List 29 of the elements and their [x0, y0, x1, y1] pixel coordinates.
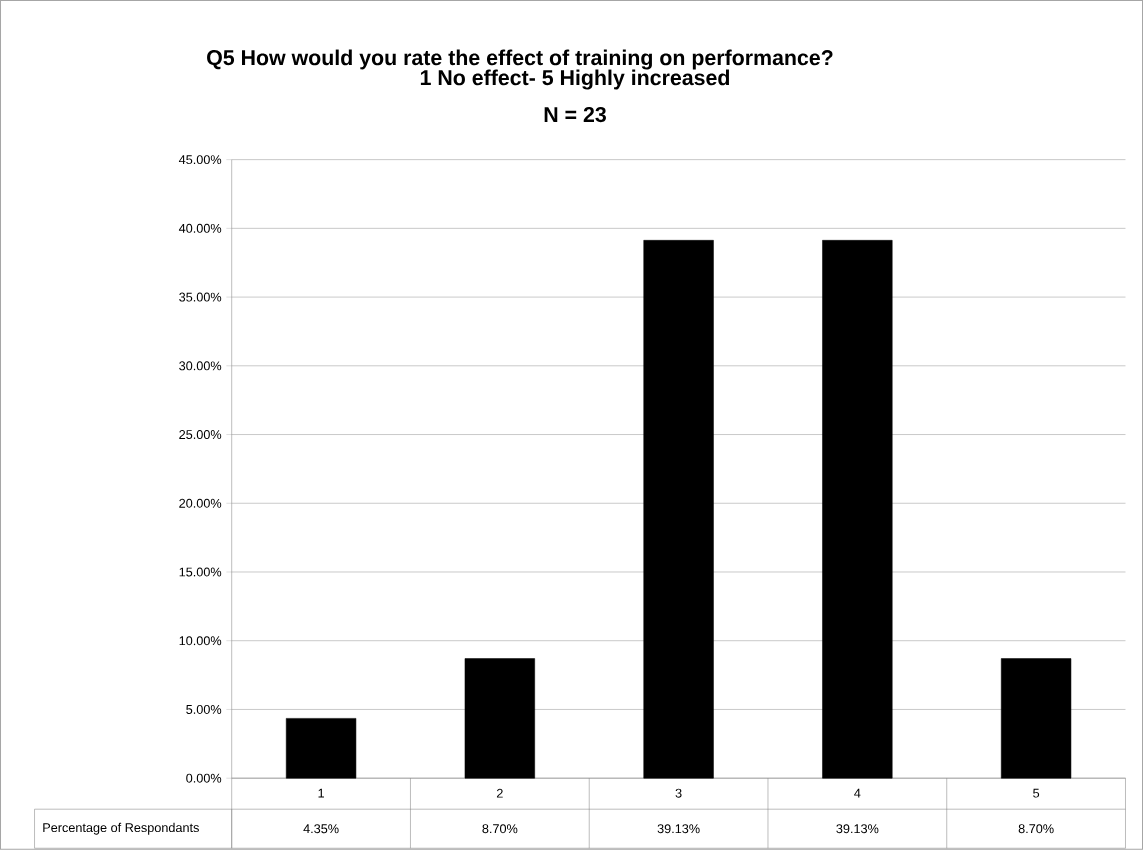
x-tick-label: 3: [675, 788, 682, 798]
chart-subtitle: 1 No effect- 5 Highly increased: [420, 69, 730, 90]
y-tick-label: 0.00%: [186, 773, 222, 783]
bar: [464, 658, 535, 779]
y-tick-label: 15.00%: [179, 567, 222, 577]
y-tick-label: 40.00%: [178, 223, 222, 233]
y-tick-label: 10.00%: [179, 636, 222, 646]
data-label: 8.70%: [1018, 824, 1054, 834]
data-label: 4.35%: [303, 824, 339, 834]
x-tick-label: 2: [496, 788, 503, 798]
x-tick-label: 1: [318, 788, 324, 798]
y-tick-label: 35.00%: [179, 292, 222, 302]
text: Percentage of Respondants: [43, 822, 199, 835]
x-tick-label: 5: [1033, 788, 1040, 798]
text: N = 23: [544, 107, 606, 123]
data-label: 39.13%: [657, 824, 700, 834]
chart-title: Q5 How would you rate the effect of training on performance?: [207, 49, 833, 70]
y-tick-label: 20.00%: [179, 498, 222, 508]
y-tick-label: 5.00%: [186, 705, 222, 715]
bar: [285, 718, 357, 779]
bar: [1000, 658, 1072, 779]
data-label: 8.70%: [482, 824, 518, 834]
y-tick-label: 45.00%: [178, 155, 222, 165]
bar: [822, 240, 893, 779]
y-tick-label: 25.00%: [179, 430, 222, 440]
y-tick-label: 30.00%: [179, 361, 222, 371]
bar: [643, 240, 714, 779]
data-label: 39.13%: [836, 824, 879, 834]
x-tick-label: 4: [854, 788, 861, 798]
